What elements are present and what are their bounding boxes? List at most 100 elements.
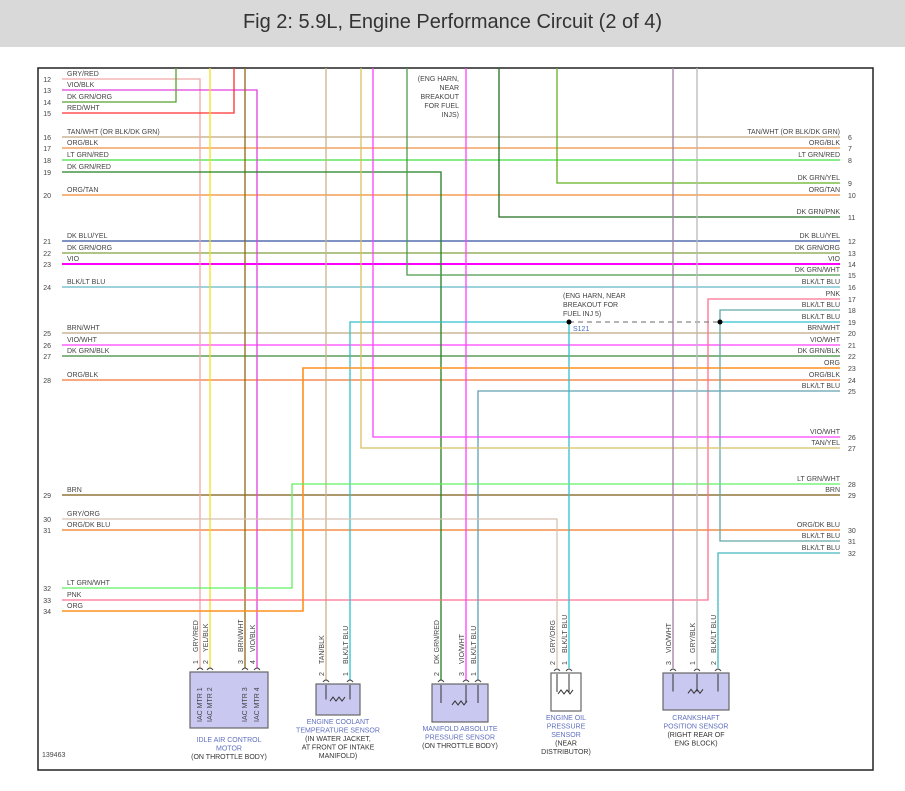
wire-r23-34: [62, 367, 840, 612]
harness-note: NEAR: [440, 85, 459, 92]
splice-note: FUEL INJ 5): [563, 311, 601, 318]
right-circuit-number: 6: [848, 135, 852, 142]
wire-30: [62, 518, 558, 668]
right-circuit-number: 27: [848, 446, 856, 453]
pin-wire-label: GRY/ORG: [550, 620, 557, 653]
right-wire-label: BRN/WHT: [807, 325, 840, 332]
right-circuit-number: 28: [848, 482, 856, 489]
pin-function-label: IAC MTR 1: [197, 687, 204, 722]
component-name: PRESSURE: [547, 724, 586, 731]
right-wire-label: BLK/LT BLU: [802, 314, 840, 321]
pin-number: 3: [238, 660, 245, 664]
component-location: (NEAR: [555, 741, 577, 748]
left-circuit-number: 29: [43, 493, 51, 500]
pin-number: 2: [319, 672, 326, 676]
pin-number: 1: [343, 672, 350, 676]
right-wire-label: DK GRN/BLK: [798, 348, 841, 355]
left-wire-label: BRN: [67, 487, 82, 494]
left-circuit-number: 26: [43, 343, 51, 350]
pin-wire-label: VIO/WHT: [459, 633, 466, 664]
resistor-icon: [687, 688, 704, 695]
splice-note: BREAKOUT FOR: [563, 302, 618, 309]
diagram-id: 139463: [42, 752, 65, 759]
right-wire-label: BLK/LT BLU: [802, 533, 840, 540]
wire-r17-33: [62, 298, 840, 601]
right-wire-label: BLK/LT BLU: [802, 545, 840, 552]
component-location: (ON THROTTLE BODY): [422, 743, 498, 750]
pin-number: 3: [666, 661, 673, 665]
pin-connector-icon: [322, 679, 330, 683]
resistor-icon: [329, 696, 346, 702]
left-circuit-number: 15: [43, 111, 51, 118]
pin-wire-label: BRN/WHT: [238, 619, 245, 652]
right-wire-label: BLK/LT BLU: [802, 302, 840, 309]
left-wire-label: VIO/BLK: [67, 82, 95, 89]
pin-wire-label: BLK/LT BLU: [471, 626, 478, 664]
left-wire-label: DK GRN/RED: [67, 164, 111, 171]
component-location: (ON THROTTLE BODY): [191, 754, 267, 761]
right-wire-label: LT GRN/WHT: [797, 476, 841, 483]
left-wire-label: DK GRN/ORG: [67, 94, 112, 101]
pin-wire-label: VIO/WHT: [666, 622, 673, 653]
pin-function-label: IAC MTR 3: [242, 687, 249, 722]
pin-function-label: IAC MTR 2: [207, 687, 214, 722]
pin-number: 3: [459, 672, 466, 676]
wire-19: [62, 171, 442, 680]
left-circuit-number: 32: [43, 586, 51, 593]
component-name: MANIFOLD ABSOLUTE: [422, 726, 497, 733]
left-circuit-number: 17: [43, 146, 51, 153]
splice-s121: [566, 319, 572, 325]
pin-number: 2: [434, 672, 441, 676]
wire-r32: [717, 552, 840, 668]
harness-note: INJS): [442, 112, 460, 119]
right-circuit-number: 30: [848, 528, 856, 535]
pin-connector-icon: [206, 667, 214, 671]
pin-wire-label: GRY/BLK: [690, 622, 697, 653]
pin-number: 2: [711, 661, 718, 665]
right-wire-label: DK GRN/ORG: [795, 245, 840, 252]
pin-connector-icon: [253, 667, 261, 671]
right-circuit-number: 19: [848, 320, 856, 327]
left-circuit-number: 25: [43, 331, 51, 338]
left-wire-label: GRY/RED: [67, 71, 99, 78]
pin-connector-icon: [565, 668, 573, 672]
left-wire-label: GRY/ORG: [67, 511, 100, 518]
pin-number: 4: [250, 660, 257, 664]
wire-r15: [406, 68, 840, 276]
component-location: DISTRIBUTOR): [541, 749, 591, 756]
component-body: [189, 671, 269, 729]
pin-function-label: IAC MTR 4: [254, 687, 261, 722]
pin-number: 1: [471, 672, 478, 676]
right-wire-label: VIO/WHT: [810, 337, 841, 344]
pin-connector-icon: [553, 668, 561, 672]
pin-wire-label: BLK/LT BLU: [562, 615, 569, 653]
right-wire-label: VIO/WHT: [810, 429, 841, 436]
component-name: ENGINE COOLANT: [307, 719, 370, 726]
right-wire-label: LT GRN/RED: [798, 152, 840, 159]
component-location: (IN WATER JACKET,: [305, 736, 371, 743]
component-name: ENGINE OIL: [546, 715, 586, 722]
right-circuit-number: 15: [848, 273, 856, 280]
right-circuit-number: 21: [848, 343, 856, 350]
right-circuit-number: 16: [848, 285, 856, 292]
left-circuit-number: 13: [43, 88, 51, 95]
pin-number: 1: [193, 660, 200, 664]
left-wire-label: DK BLU/YEL: [67, 233, 108, 240]
component-location: ENG BLOCK): [674, 741, 717, 748]
pin-connector-icon: [474, 679, 482, 683]
right-wire-label: PNK: [826, 291, 841, 298]
right-wire-label: ORG/DK BLU: [797, 522, 840, 529]
component-location: MANIFOLD): [319, 753, 358, 760]
right-wire-label: BLK/LT BLU: [802, 279, 840, 286]
pin-wire-label: YEL/BLK: [203, 623, 210, 652]
pin-connector-icon: [346, 679, 354, 683]
right-wire-label: BLK/LT BLU: [802, 383, 840, 390]
component-location: AT FRONT OF INTAKE: [302, 745, 375, 752]
right-circuit-number: 14: [848, 262, 856, 269]
left-wire-label: ORG: [67, 603, 83, 610]
component-engine-coolant-temperature-sensor: [315, 679, 361, 716]
pin-connector-icon: [714, 668, 722, 672]
splice-note: (ENG HARN, NEAR: [563, 293, 626, 300]
pin-connector-icon: [462, 679, 470, 683]
right-circuit-number: 20: [848, 331, 856, 338]
